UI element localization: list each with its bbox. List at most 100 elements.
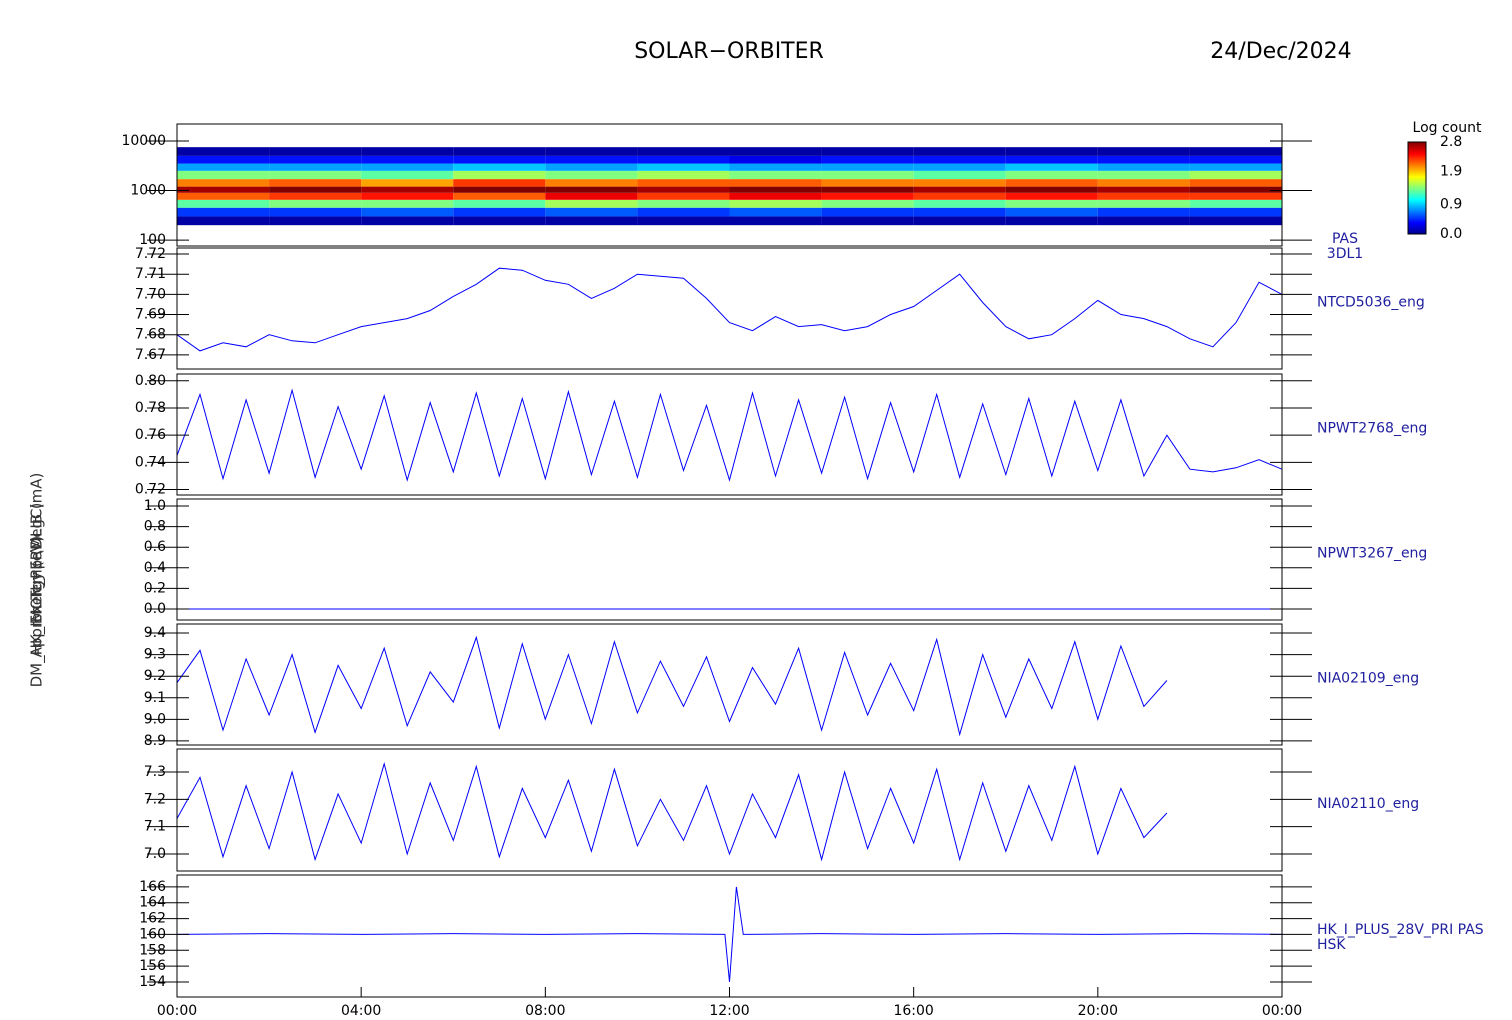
heat-cell [913,192,1006,200]
panel-label: NPWT2768_eng [1317,421,1427,437]
heat-cell [1097,170,1190,180]
heat-cell [1097,147,1190,156]
heat-cell [1189,216,1282,226]
y-axis-label: DM_HK_IMON_PERMLIB (mA) [28,473,47,688]
x-tick-label: 16:00 [893,1003,933,1019]
panel-label: HSK [1317,937,1346,953]
heat-cell [361,207,454,217]
heat-cell [637,216,730,226]
heat-cell [1005,147,1098,156]
heat-cell [1189,207,1282,217]
heat-cell [637,163,730,171]
heat-cell [545,163,638,171]
heat-cell [729,199,822,208]
data-line [176,761,1168,862]
heat-cell [269,179,362,187]
heat-cell [453,192,546,200]
heat-cell [821,163,914,171]
heat-cell [1097,163,1190,171]
x-tick-label: 12:00 [709,1003,749,1019]
heat-cell [453,147,546,156]
heat-cell [1005,163,1098,171]
heat-cell [545,207,638,217]
heat-cell [637,170,730,180]
heat-cell [1005,199,1098,208]
heat-cell [1005,216,1098,226]
heat-cell [177,199,270,208]
y-tick-label: 10000 [121,133,166,149]
heat-cell [1189,170,1282,180]
heat-cell [453,207,546,217]
colorbar-tick-label: 2.8 [1440,134,1462,150]
heat-cell [545,216,638,226]
heat-cell [1097,199,1190,208]
heat-cell [637,186,730,193]
heat-cell [177,186,270,193]
heat-cell [177,179,270,187]
heat-cell [177,207,270,217]
heat-cell [821,147,914,156]
heat-cell [545,179,638,187]
panel-label: PAS [1332,231,1358,247]
panel-label: 3DL1 [1327,246,1363,262]
heat-cell [269,192,362,200]
panel-label: NIA02109_eng [1317,671,1419,687]
heat-cell [545,186,638,193]
heat-cell [913,163,1006,171]
x-tick-label: 04:00 [341,1003,381,1019]
heat-cell [913,179,1006,187]
date: 24/Dec/2024 [1210,39,1351,64]
heat-cell [1005,186,1098,193]
heat-cell [729,155,822,164]
heat-cell [269,170,362,180]
heat-cell [177,155,270,164]
heat-cell [1189,186,1282,193]
heat-cell [361,186,454,193]
y-axis-label: Approx Temp (DegC) [28,503,46,658]
heat-cell [361,155,454,164]
colorbar [1407,141,1427,235]
heat-cell [1097,207,1190,217]
heat-cell [1189,199,1282,208]
heat-cell [821,179,914,187]
heat-cell [545,155,638,164]
heat-cell [913,170,1006,180]
heat-cell [1189,192,1282,200]
heat-cell [1005,170,1098,180]
heat-cell [361,170,454,180]
heat-cell [269,163,362,171]
heat-cell [913,199,1006,208]
heat-cell [361,199,454,208]
heat-cell [913,155,1006,164]
heat-cell [453,170,546,180]
heat-cell [913,216,1006,226]
data-line [176,267,1283,352]
heat-cell [637,155,730,164]
heat-cell [637,147,730,156]
heat-cell [821,170,914,180]
panel-frame [176,247,1283,370]
heat-cell [729,207,822,217]
heat-cell [177,147,270,156]
heat-cell [729,147,822,156]
heat-cell [1097,155,1190,164]
heat-cell [1097,186,1190,193]
heat-cell [269,199,362,208]
heat-cell [545,192,638,200]
heat-cell [637,192,730,200]
heat-cell [453,155,546,164]
heat-cell [453,163,546,171]
data-line [176,635,1168,737]
panel-frame [176,498,1283,621]
heat-cell [361,216,454,226]
chart-title: SOLAR−ORBITER [634,39,824,64]
heat-cell [1005,179,1098,187]
panel-label: NPWT3267_eng [1317,546,1427,562]
heat-cell [453,179,546,187]
heat-cell [729,216,822,226]
heat-cell [545,147,638,156]
heat-cell [1097,216,1190,226]
heat-cell [637,207,730,217]
heat-cell [637,179,730,187]
